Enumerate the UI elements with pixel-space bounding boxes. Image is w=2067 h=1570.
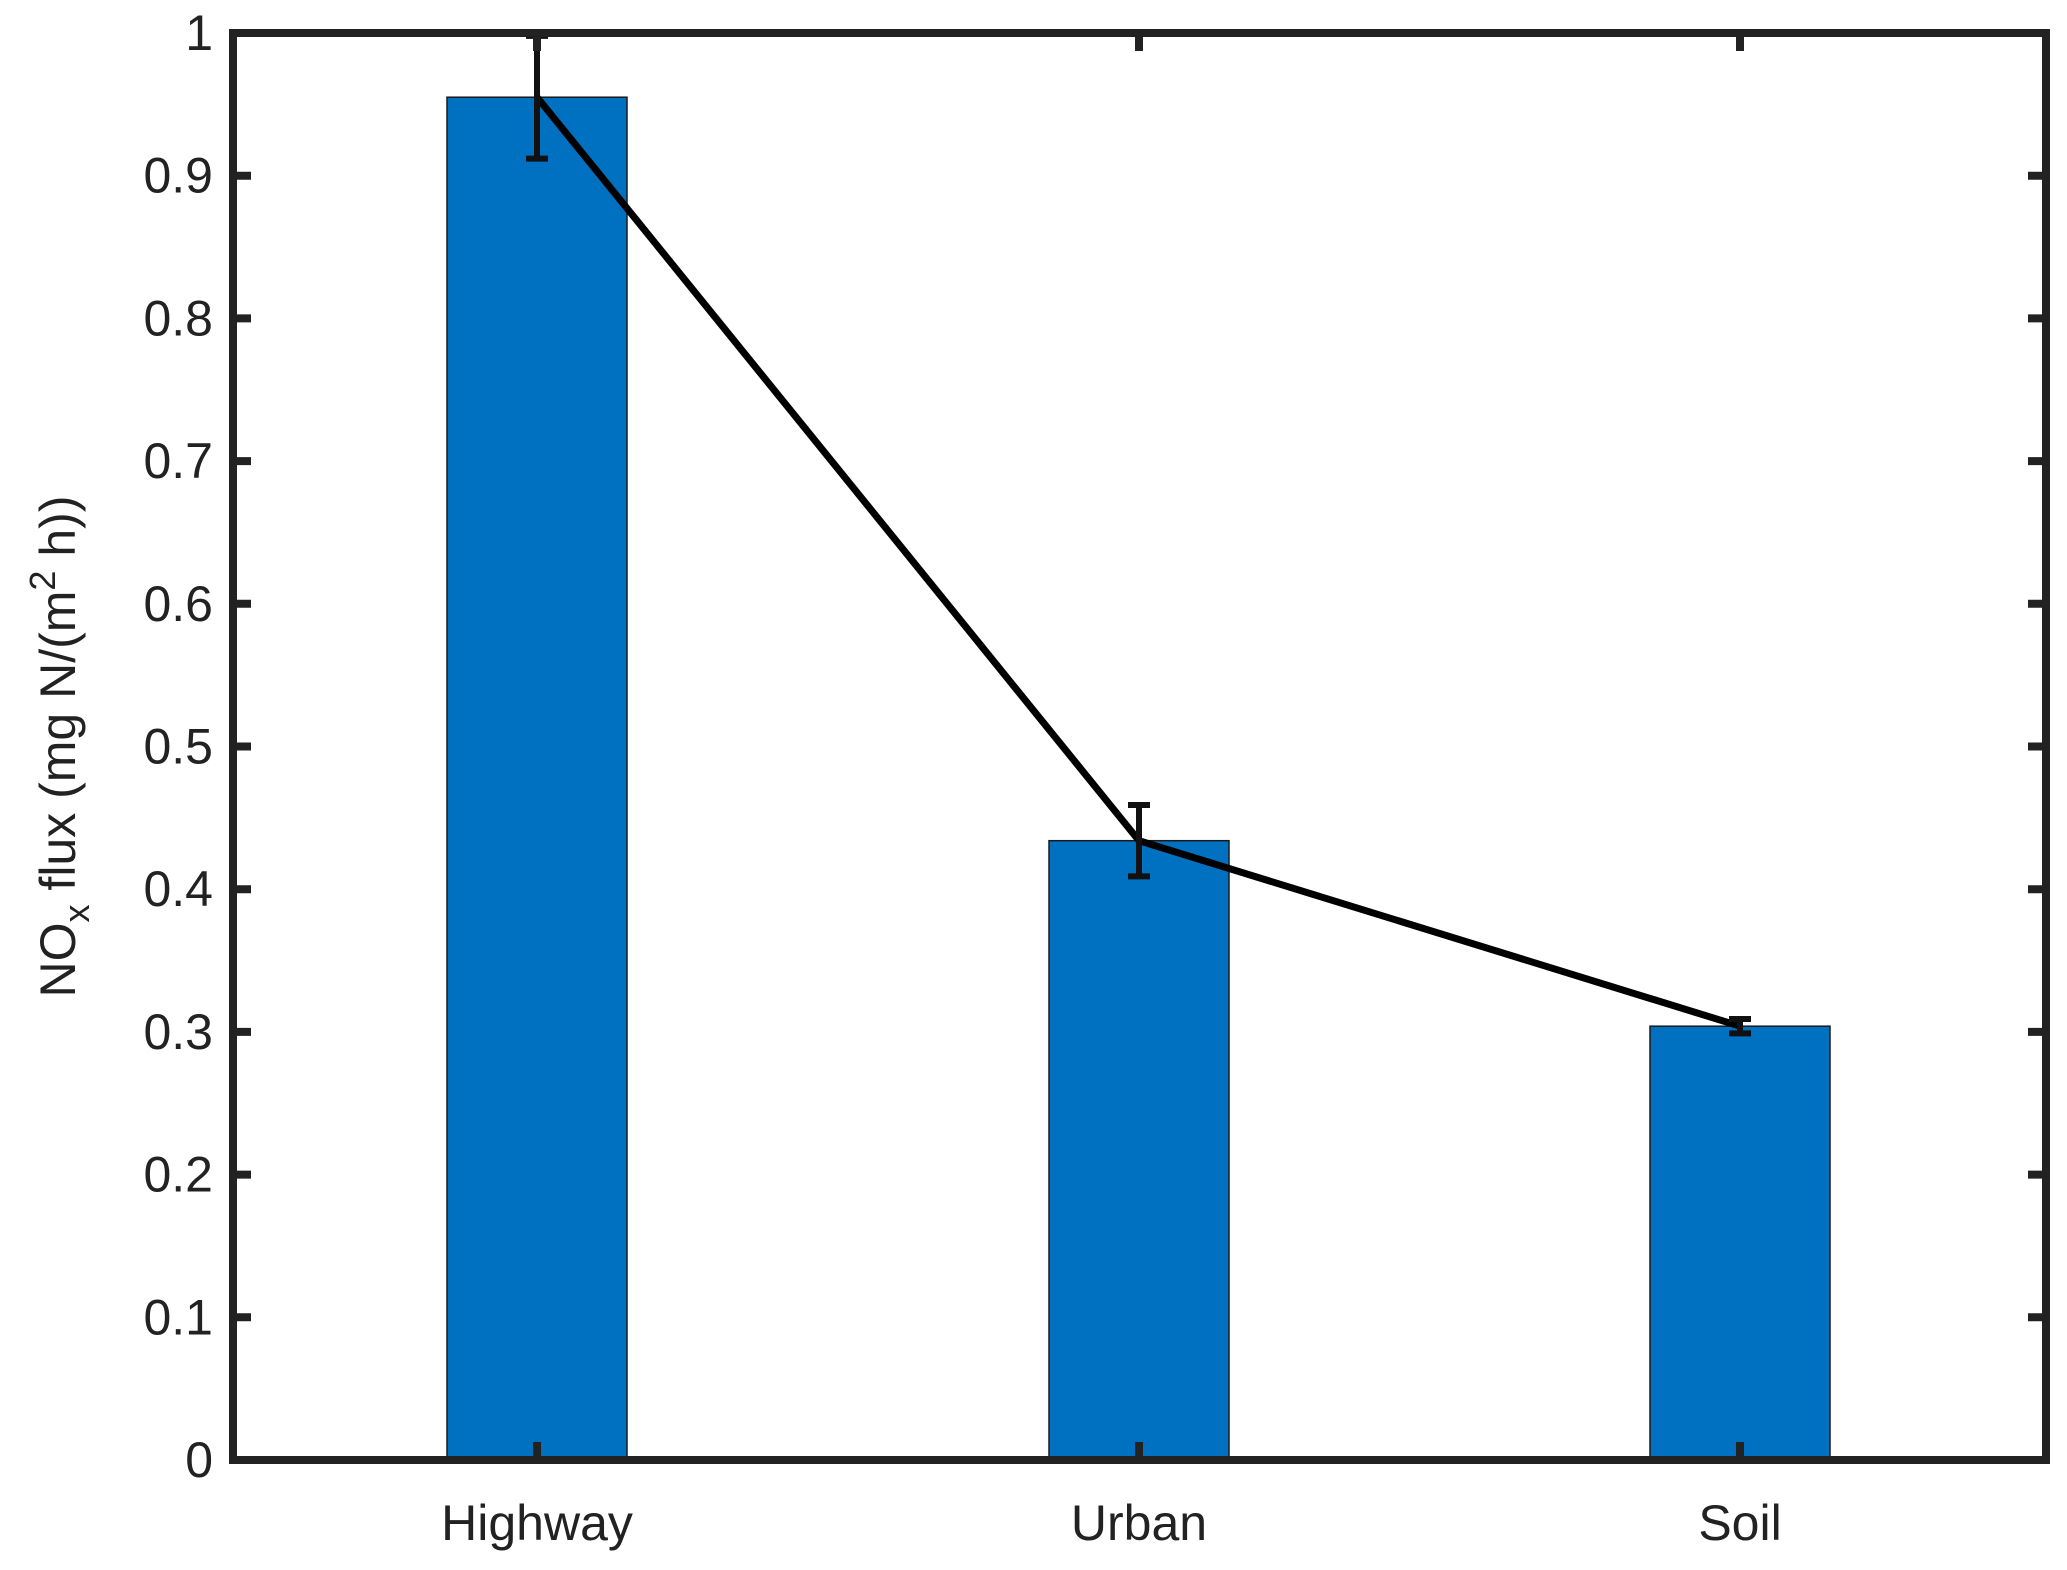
y-tick-label: 0.1 <box>143 1289 213 1345</box>
error-bar-soil <box>1729 1016 1751 1037</box>
y-tick-label: 0.5 <box>143 719 213 775</box>
x-category-labels: Highway Urban Soil <box>441 1495 1782 1551</box>
y-axis-label-superscript: 2 <box>22 571 63 591</box>
bars-group <box>446 96 1831 1461</box>
y-axis-label-subscript: x <box>56 904 97 922</box>
y-tick-label: 0.7 <box>143 433 213 489</box>
bar-soil <box>1649 1025 1831 1461</box>
y-tick-label: 0.3 <box>143 1004 213 1060</box>
y-tick-label: 0 <box>185 1432 213 1488</box>
x-category-label: Soil <box>1698 1495 1781 1551</box>
error-bar-urban <box>1128 802 1150 880</box>
y-tick-label: 0.6 <box>143 576 213 632</box>
x-category-label: Highway <box>441 1495 633 1551</box>
y-tick-labels: 0 0.1 0.2 0.3 0.4 0.5 0.6 0.7 0.8 0.9 1 <box>143 5 213 1488</box>
y-axis-label: NOx flux (mg N/(m2 h)) <box>22 496 97 998</box>
bar-highway <box>446 96 628 1461</box>
axis-ticks-group <box>233 29 2046 1464</box>
x-category-label: Urban <box>1071 1495 1207 1551</box>
y-tick-label: 0.4 <box>143 861 213 917</box>
y-axis-label-end: h)) <box>30 496 86 571</box>
y-axis-label-main: NO <box>30 922 86 997</box>
y-axis-label-mid: flux (mg N/(m <box>30 591 86 905</box>
y-tick-label: 0.9 <box>143 148 213 204</box>
y-tick-label: 0.2 <box>143 1147 213 1203</box>
y-tick-label: 1 <box>185 5 213 61</box>
y-tick-label: 0.8 <box>143 290 213 346</box>
bar-urban <box>1048 839 1230 1461</box>
